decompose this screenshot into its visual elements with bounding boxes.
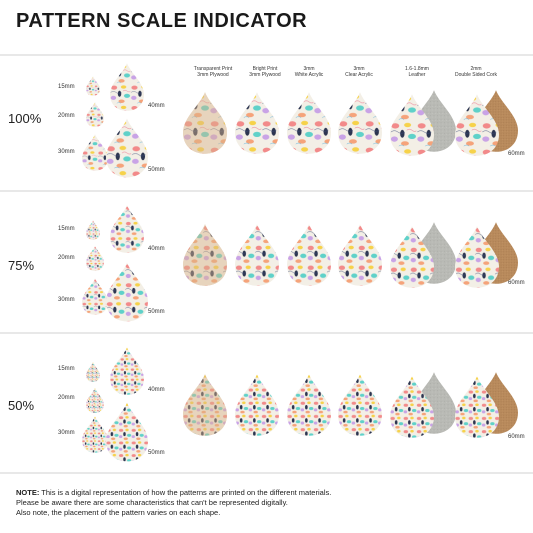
material-label-clear-acrylic: 3mm Clear Acrylic bbox=[345, 66, 373, 78]
size-label-60mm: 60mm bbox=[508, 280, 525, 286]
drop-sample-30mm bbox=[82, 278, 108, 315]
drop-clear-acrylic bbox=[338, 90, 382, 156]
drop-clear-acrylic bbox=[338, 222, 382, 288]
size-label-15mm: 15mm bbox=[58, 366, 75, 372]
page-title: PATTERN SCALE INDICATOR bbox=[16, 10, 308, 32]
drop-white-acrylic bbox=[287, 372, 331, 438]
size-label-20mm: 20mm bbox=[58, 255, 75, 261]
drop-sample-15mm bbox=[86, 220, 100, 240]
drop-transparent-plywood bbox=[183, 222, 227, 288]
size-label-20mm: 20mm bbox=[58, 113, 75, 119]
size-label-30mm: 30mm bbox=[58, 297, 75, 303]
note-line-3: Also note, the placement of the pattern … bbox=[16, 508, 221, 517]
drop-cork bbox=[455, 374, 499, 440]
size-label-50mm: 50mm bbox=[148, 450, 165, 456]
divider bbox=[0, 190, 533, 192]
material-label-cork: 2mm Double Sided Cork bbox=[455, 66, 497, 78]
drop-sample-20mm bbox=[86, 388, 104, 413]
size-label-40mm: 40mm bbox=[148, 103, 165, 109]
drop-sample-20mm bbox=[86, 102, 104, 127]
size-label-30mm: 30mm bbox=[58, 430, 75, 436]
drop-sample-30mm bbox=[82, 134, 108, 171]
note-heading: NOTE: bbox=[16, 488, 40, 497]
material-label-transparent-plywood: Transparent Print 3mm Plywood bbox=[193, 66, 233, 78]
drop-leather bbox=[390, 224, 434, 290]
divider bbox=[0, 54, 533, 56]
size-label-50mm: 50mm bbox=[148, 167, 165, 173]
drop-sample-50mm bbox=[106, 262, 148, 322]
drop-bright-plywood bbox=[235, 90, 279, 156]
note-line-1: This is a digital representation of how … bbox=[39, 488, 332, 497]
drop-sample-30mm bbox=[82, 416, 108, 453]
size-label-30mm: 30mm bbox=[58, 149, 75, 155]
drop-sample-40mm bbox=[110, 204, 144, 254]
size-label-40mm: 40mm bbox=[148, 246, 165, 252]
size-label-60mm: 60mm bbox=[508, 151, 525, 157]
drop-leather bbox=[390, 374, 434, 440]
size-label-20mm: 20mm bbox=[58, 395, 75, 401]
material-label-bright-plywood: Bright Print 3mm Plywood bbox=[249, 66, 281, 78]
drop-bright-plywood bbox=[235, 372, 279, 438]
drop-white-acrylic bbox=[287, 90, 331, 156]
size-label-15mm: 15mm bbox=[58, 226, 75, 232]
scale-label-100: 100% bbox=[8, 111, 42, 126]
material-label-leather: 1.6-1.8mm Leather bbox=[405, 66, 429, 78]
note-line-2: Please be aware there are some character… bbox=[16, 498, 288, 507]
drop-sample-15mm bbox=[86, 362, 100, 382]
drop-bright-plywood bbox=[235, 222, 279, 288]
drop-white-acrylic bbox=[287, 222, 331, 288]
size-label-15mm: 15mm bbox=[58, 84, 75, 90]
drop-transparent-plywood bbox=[183, 372, 227, 438]
drop-sample-40mm bbox=[110, 346, 144, 396]
divider bbox=[0, 332, 533, 334]
size-label-50mm: 50mm bbox=[148, 309, 165, 315]
footer-note: NOTE: This is a digital representation o… bbox=[16, 488, 521, 518]
drop-transparent-plywood bbox=[183, 90, 227, 156]
drop-leather bbox=[390, 92, 434, 158]
divider bbox=[0, 472, 533, 474]
drop-sample-40mm bbox=[110, 62, 144, 112]
drop-sample-15mm bbox=[86, 76, 100, 96]
size-label-40mm: 40mm bbox=[148, 387, 165, 393]
scale-label-75: 75% bbox=[8, 258, 35, 273]
drop-sample-50mm bbox=[106, 402, 148, 462]
drop-sample-50mm bbox=[106, 118, 148, 178]
drop-cork bbox=[455, 224, 499, 290]
drop-cork bbox=[455, 92, 499, 158]
drop-sample-20mm bbox=[86, 246, 104, 271]
size-label-60mm: 60mm bbox=[508, 434, 525, 440]
material-label-white-acrylic: 3mm White Acrylic bbox=[294, 66, 324, 78]
scale-label-50: 50% bbox=[8, 398, 35, 413]
drop-clear-acrylic bbox=[338, 372, 382, 438]
